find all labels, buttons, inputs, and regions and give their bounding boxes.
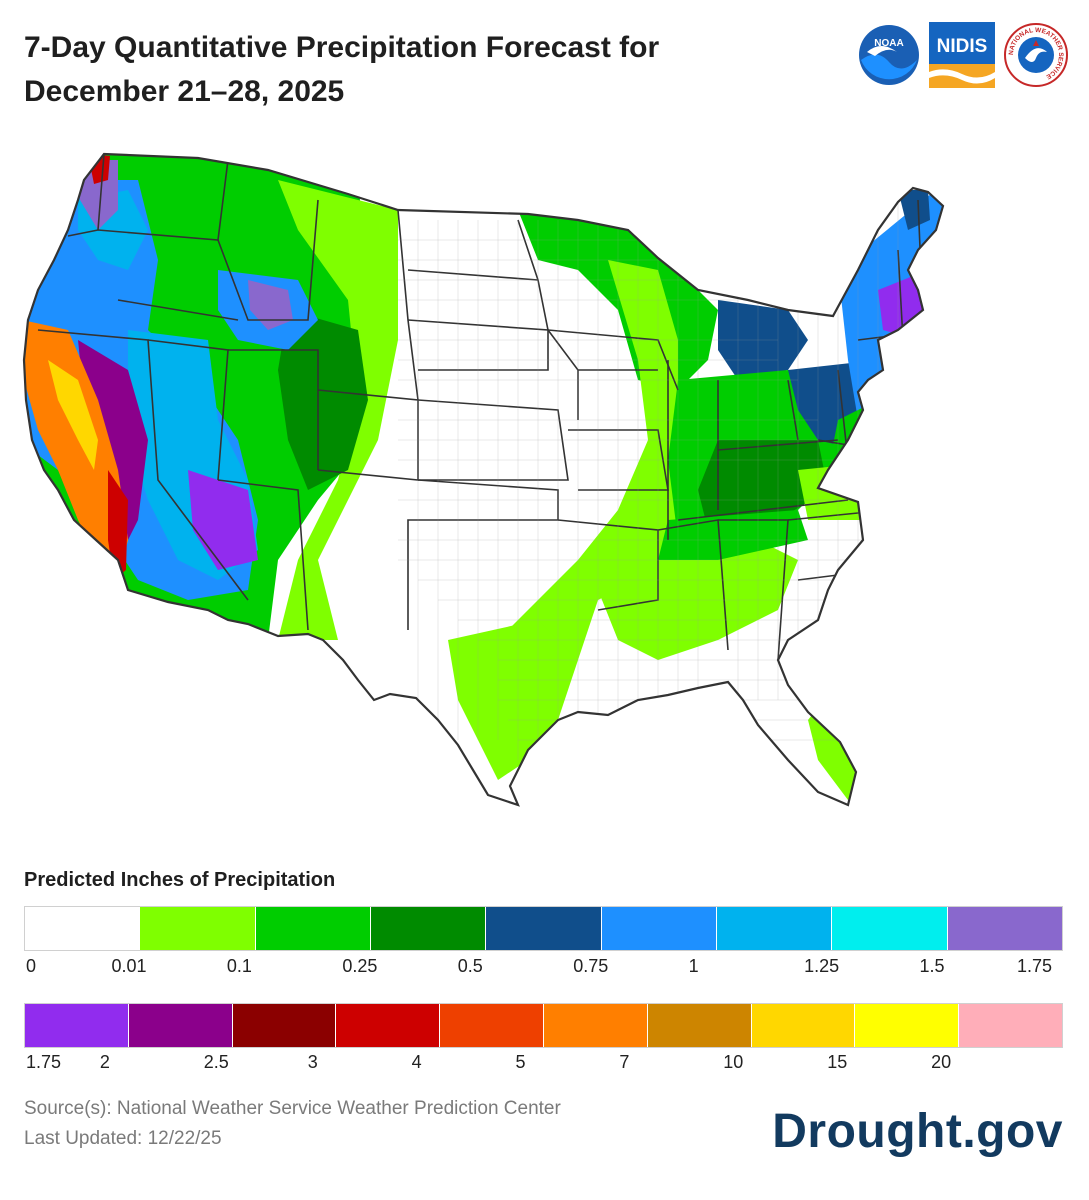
legend-tick-label: 0.1	[226, 956, 252, 976]
legend-tick-label: 1.75	[26, 1052, 62, 1072]
legend-row-1	[24, 906, 1063, 951]
legend-swatch	[370, 907, 487, 950]
region-rockies-light-green	[278, 180, 398, 640]
legend-tick-label: 7	[619, 1052, 630, 1072]
legend-swatch	[855, 1004, 960, 1047]
noaa-logo-text: NOAA	[874, 38, 903, 49]
legend-tick-label: 1	[688, 956, 699, 976]
legend-row-2	[24, 1003, 1063, 1048]
region-maine-navy	[898, 190, 930, 230]
last-updated-text: Last Updated: 12/22/25	[24, 1128, 222, 1149]
nws-logo: NATIONAL WEATHER SERVICE	[1004, 23, 1068, 87]
page-title: 7-Day Quantitative Precipitation Forecas…	[24, 26, 784, 114]
legend-tick-label: 1.5	[919, 956, 945, 976]
region-california-orange	[24, 320, 128, 580]
legend-tick-label: 2	[99, 1052, 110, 1072]
legend-tick-label: 15	[827, 1052, 848, 1072]
region-california-gold	[48, 360, 98, 470]
legend-swatch	[232, 1004, 337, 1047]
region-california-red	[108, 470, 128, 580]
legend-swatch	[647, 1004, 752, 1047]
conus-map	[22, 152, 945, 807]
legend-swatch	[336, 1004, 441, 1047]
legend-tick-label: 20	[931, 1052, 952, 1072]
region-colorado-dark-green	[278, 310, 368, 490]
legend-tick-label: 0.01	[111, 956, 147, 976]
legend-tick-label: 1.75	[1017, 956, 1053, 976]
legend-swatch	[543, 1004, 648, 1047]
legend-title: Predicted Inches of Precipitation	[24, 869, 336, 891]
legend-swatch	[440, 1004, 544, 1047]
title-line-1: 7-Day Quantitative Precipitation Forecas…	[24, 31, 660, 64]
legend-swatch	[255, 907, 371, 950]
legend-tick-label: 4	[411, 1052, 422, 1072]
region-carolinas-light-green	[868, 520, 918, 610]
legend-tick-label: 0.25	[342, 956, 378, 976]
legend-tick-label: 2.5	[203, 1052, 229, 1072]
legend-swatch	[716, 907, 833, 950]
legend-swatch	[25, 1004, 129, 1047]
legend-swatch	[128, 1004, 233, 1047]
legend-tick-label: 3	[307, 1052, 318, 1072]
nidis-logo: NIDIS	[929, 22, 995, 88]
legend-tick-label: 1.25	[804, 956, 840, 976]
legend-swatch	[751, 1004, 856, 1047]
legend-swatch	[25, 907, 141, 950]
noaa-logo: NOAA	[859, 25, 919, 85]
nidis-logo-text: NIDIS	[937, 36, 988, 57]
source-block: Source(s): National Weather Service Weat…	[24, 1094, 561, 1154]
title-line-2: December 21–28, 2025	[24, 75, 345, 108]
legend-tick-label: 0.75	[573, 956, 609, 976]
legend-swatch	[140, 907, 256, 950]
source-text: Source(s): National Weather Service Weat…	[24, 1098, 561, 1119]
legend-swatch	[832, 907, 948, 950]
legend-tick-label: 0.5	[457, 956, 483, 976]
precipitation-map	[18, 140, 1068, 820]
legend-swatch	[959, 1004, 1062, 1047]
legend-tick-label: 0	[26, 956, 37, 976]
region-utah-purple	[188, 470, 258, 570]
region-idaho-purple	[248, 280, 293, 330]
region-tennessee-green	[658, 510, 808, 560]
region-kentucky-dark-green	[698, 440, 828, 530]
partner-logos: NOAA NIDIS NATIONAL WEATHER SERVICE	[857, 22, 1069, 88]
legend-tick-label: 5	[515, 1052, 526, 1072]
legend-tick-label: 10	[723, 1052, 744, 1072]
drought-gov-brand[interactable]: Drought.gov	[772, 1105, 1063, 1158]
legend-swatch	[947, 907, 1062, 950]
legend-swatch	[486, 907, 602, 950]
legend-swatch	[601, 907, 717, 950]
